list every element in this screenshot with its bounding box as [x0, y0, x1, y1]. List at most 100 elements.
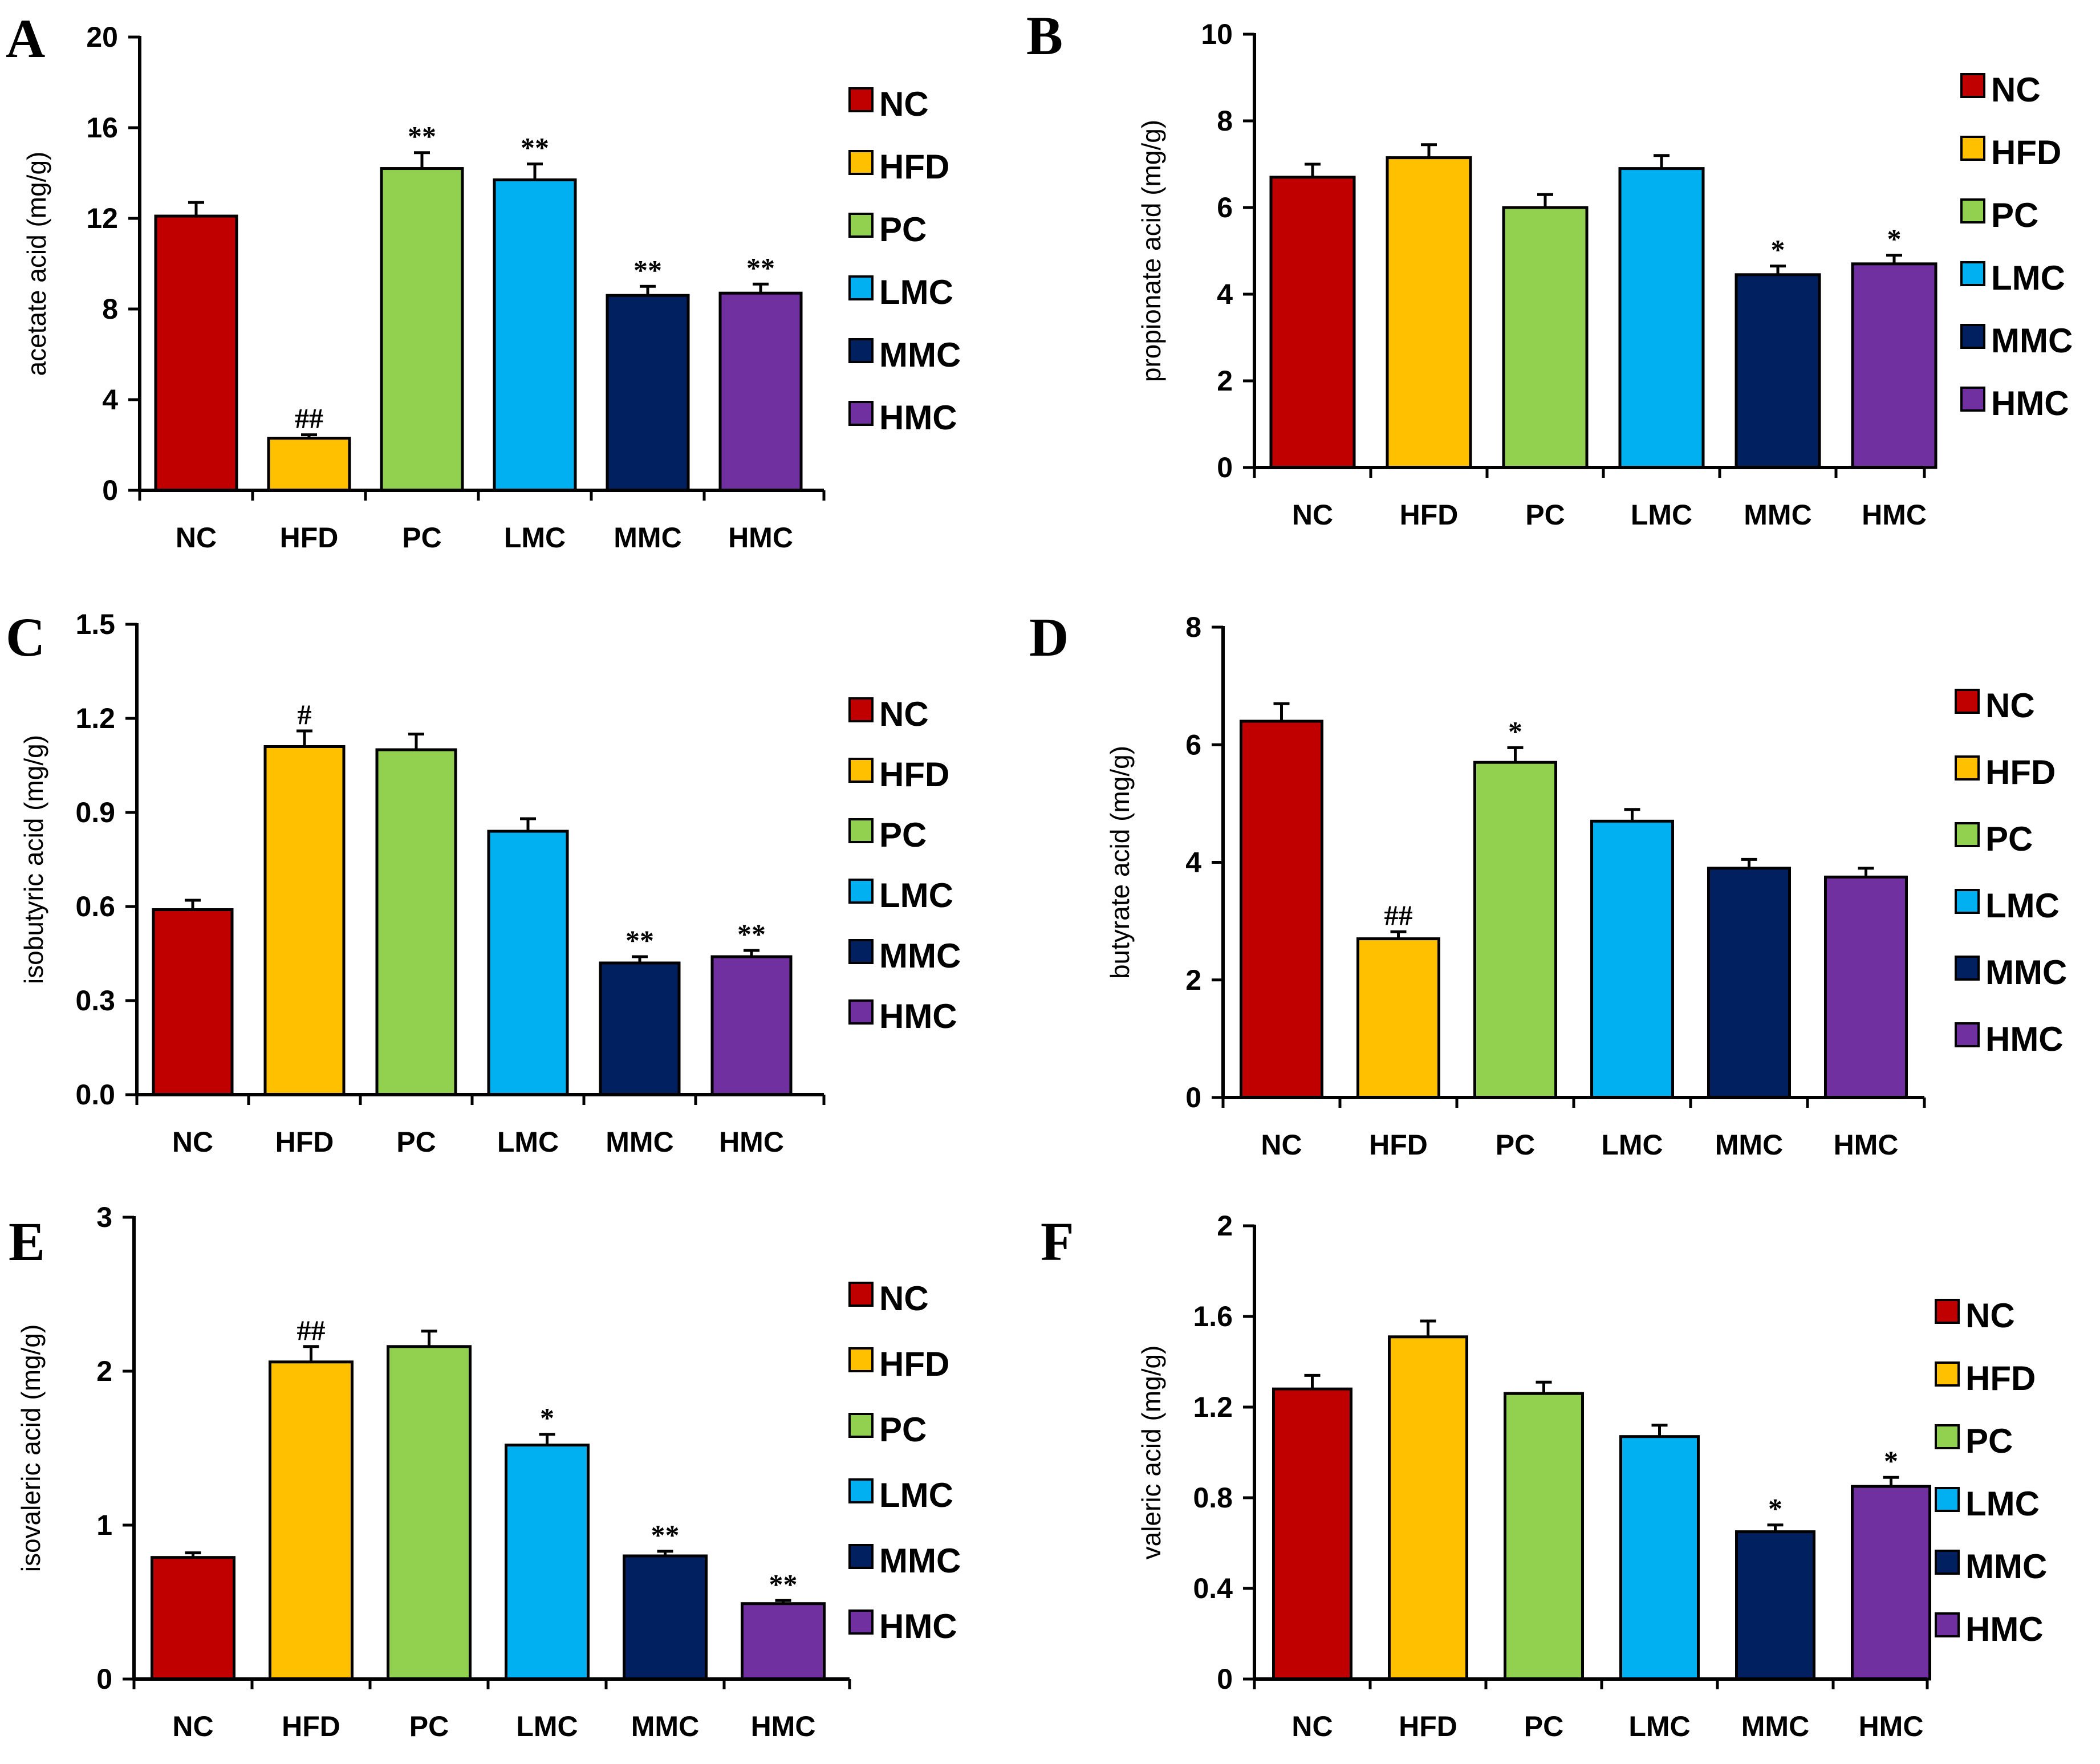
bar-mmc [1735, 1530, 1815, 1681]
legend-label-hmc: HMC [879, 399, 957, 437]
legend-swatch-lmc [848, 1478, 874, 1503]
significance-mark: * [1887, 223, 1902, 255]
legend-label-hfd: HFD [1985, 753, 2056, 791]
panel-letter: D [1029, 607, 1069, 668]
significance-mark: ** [651, 1519, 680, 1551]
y-tick-label: 0 [1217, 1663, 1233, 1695]
y-tick-label: 10 [1201, 18, 1233, 50]
bar-lmc [1619, 1435, 1700, 1681]
bar-lmc [493, 178, 577, 492]
x-tick-label: PC [1496, 1129, 1535, 1161]
bar-lmc [487, 830, 569, 1096]
legend: NC HFD PC LMC MMC HMC [848, 1279, 961, 1645]
panel-letter: B [1026, 5, 1063, 66]
y-tick-label: 0.0 [75, 1079, 115, 1111]
bar-hmc [1851, 262, 1937, 469]
legend: NC HFD PC LMC MMC HMC [1955, 686, 2067, 1058]
y-axis-label: isobutyric acid (mg/g) [19, 735, 48, 984]
legend-swatch-pc [848, 213, 874, 238]
legend-label-pc: PC [1985, 820, 2033, 858]
legend-swatch-pc [848, 1413, 874, 1438]
legend-label-pc: PC [879, 210, 927, 249]
legend-swatch-hfd [1960, 136, 1985, 161]
y-tick-label: 1.6 [1193, 1300, 1233, 1332]
bar-nc [1240, 720, 1323, 1099]
legend-label-nc: NC [879, 85, 929, 123]
y-tick-label: 3 [96, 1201, 112, 1233]
significance-mark: ** [625, 924, 654, 956]
legend-label-hfd: HFD [1965, 1359, 2036, 1397]
legend-label-mmc: MMC [879, 1542, 961, 1580]
panel-letter: E [9, 1211, 45, 1272]
bar-lmc [1618, 167, 1705, 469]
x-tick-label: NC [1261, 1129, 1302, 1161]
legend-label-pc: PC [1965, 1422, 2013, 1460]
y-tick-label: 6 [1185, 729, 1201, 761]
x-tick-label: LMC [1601, 1129, 1663, 1161]
x-tick-label: NC [176, 522, 217, 554]
x-tick-label: LMC [504, 522, 566, 554]
x-tick-label: PC [409, 1710, 449, 1742]
legend-label-lmc: LMC [1965, 1485, 2040, 1523]
y-tick-label: 4 [1217, 278, 1233, 310]
bar-hfd [1386, 156, 1472, 469]
x-tick-label: LMC [516, 1710, 578, 1742]
legend-swatch-pc [1960, 198, 1985, 223]
y-tick-label: 0.4 [1193, 1572, 1233, 1604]
bar-mmc [1707, 867, 1791, 1099]
y-axis-label: acetate acid (mg/g) [22, 152, 51, 376]
legend-swatch-lmc [1960, 261, 1985, 286]
legend-label-lmc: LMC [1991, 259, 2065, 297]
legend-label-mmc: MMC [1985, 953, 2067, 991]
x-tick-label: MMC [614, 522, 681, 554]
legend-label-mmc: MMC [1991, 322, 2073, 360]
y-tick-label: 2 [1217, 365, 1233, 397]
panel-letter: F [1041, 1211, 1074, 1272]
legend-swatch-lmc [1935, 1487, 1960, 1512]
legend-swatch-mmc [1955, 956, 1980, 981]
legend-label-hfd: HFD [879, 1345, 949, 1383]
legend-swatch-hmc [1960, 387, 1985, 412]
x-tick-label: HMC [1834, 1129, 1899, 1161]
x-tick-label: HFD [1400, 499, 1459, 531]
x-tick-label: PC [1525, 499, 1565, 531]
bar-hfd [267, 437, 351, 492]
legend-swatch-hfd [1955, 755, 1980, 781]
x-tick-label: HMC [751, 1710, 816, 1742]
legend-swatch-hmc [848, 1609, 874, 1635]
x-tick-label: MMC [631, 1710, 699, 1742]
bar-pc [1502, 206, 1589, 469]
y-tick-label: 2 [96, 1355, 112, 1387]
significance-mark: ## [297, 1314, 326, 1346]
x-tick-label: HMC [728, 522, 793, 554]
legend-label-hmc: HMC [879, 1607, 957, 1645]
legend-swatch-nc [1955, 689, 1980, 714]
y-axis-label: butyrate acid (mg/g) [1105, 746, 1135, 979]
y-tick-label: 1 [96, 1509, 112, 1541]
legend-swatch-hfd [848, 1347, 874, 1372]
legend-swatch-lmc [848, 879, 874, 904]
legend-swatch-lmc [1955, 889, 1980, 914]
significance-mark: * [1884, 1445, 1898, 1477]
x-tick-label: HFD [280, 522, 339, 554]
bar-hfd [1388, 1335, 1468, 1681]
bar-pc [375, 748, 457, 1096]
y-tick-label: 8 [102, 293, 118, 325]
legend-label-lmc: LMC [879, 273, 953, 311]
y-tick-label: 20 [86, 21, 118, 53]
legend-label-pc: PC [879, 1411, 927, 1449]
legend-swatch-pc [848, 818, 874, 843]
y-tick-label: 0.6 [75, 891, 115, 922]
legend-swatch-hmc [848, 401, 874, 426]
x-tick-label: PC [1524, 1710, 1563, 1742]
legend-label-nc: NC [1965, 1296, 2015, 1335]
legend-label-nc: NC [879, 695, 929, 733]
significance-mark: ** [633, 254, 662, 286]
bar-hmc [741, 1602, 826, 1681]
x-tick-label: MMC [1744, 499, 1811, 531]
significance-mark: ** [737, 918, 766, 950]
legend-swatch-hmc [1935, 1612, 1960, 1637]
bar-hmc [1851, 1485, 1931, 1681]
x-tick-label: HFD [1399, 1710, 1457, 1742]
significance-mark: ** [408, 120, 436, 152]
